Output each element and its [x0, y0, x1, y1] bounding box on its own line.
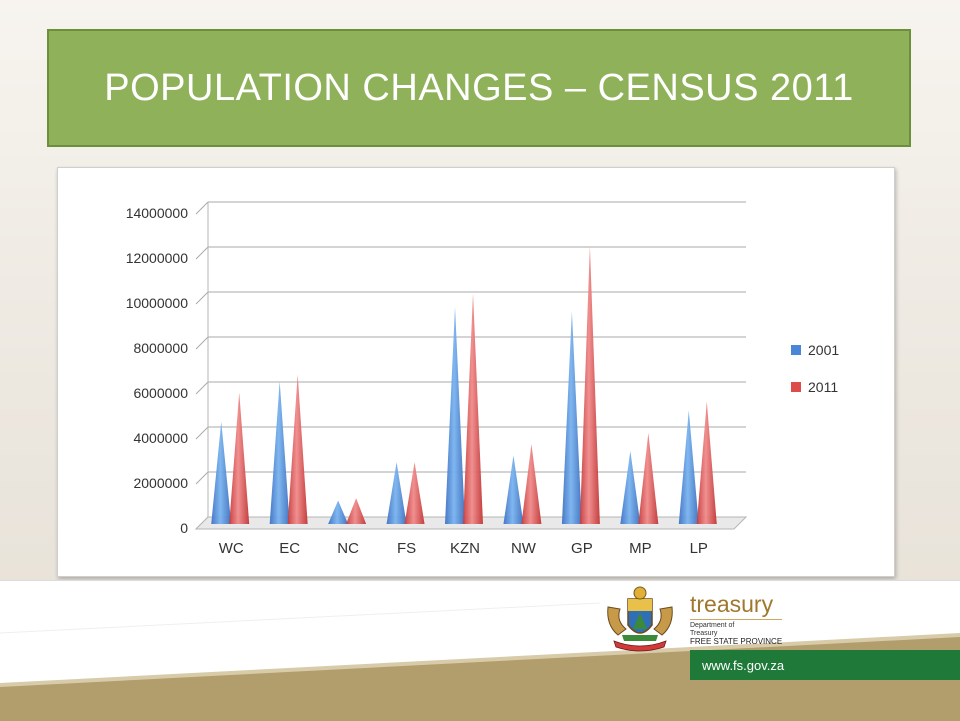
gridline-diag [195, 246, 209, 260]
x-tick-label: WC [219, 540, 244, 557]
dept-line-2: Treasury [690, 630, 718, 637]
bar-2011-NC [346, 498, 367, 524]
slide-title: POPULATION CHANGES – CENSUS 2011 [104, 66, 854, 109]
legend-label-2001: 2001 [808, 342, 839, 358]
legend-swatch-2011 [791, 382, 801, 392]
bar-2001-KZN [445, 307, 465, 524]
x-tick-label: KZN [450, 540, 480, 557]
bar-2011-EC [287, 374, 308, 524]
gridline-diag [195, 381, 209, 395]
population-chart: 0 2000000 4000000 6000000 8000000 10000000 120… [126, 201, 839, 557]
bar-2001-NC [328, 500, 349, 524]
bar-2001-LP [678, 410, 699, 524]
bar-2001-WC [211, 421, 232, 524]
bar-2001-FS [386, 462, 407, 524]
x-tick-label: MP [629, 540, 652, 557]
y-tick-label: 10000000 [126, 295, 189, 311]
gridline-diag [195, 201, 209, 215]
y-tick-label: 6000000 [133, 385, 188, 401]
gridline-diag [195, 291, 209, 305]
dept-line-3: FREE STATE PROVINCE [690, 637, 783, 646]
bar-2001-NW [503, 455, 524, 524]
dept-line-1: Department of [690, 622, 735, 629]
bar-2001-EC [269, 381, 290, 524]
footer: treasury Department of Treasury FREE STA… [0, 580, 960, 721]
coat-of-arms-logo [607, 586, 673, 652]
x-tick-label: NW [511, 540, 537, 557]
y-tick-label: 12000000 [126, 250, 189, 266]
treasury-brand-name: treasury [690, 591, 774, 617]
y-tick-label: 14000000 [126, 205, 189, 221]
legend-swatch-2001 [791, 345, 801, 355]
bar-2001-GP [561, 311, 582, 524]
bar-2011-GP [579, 246, 600, 524]
brand-divider [690, 619, 782, 620]
website-bar: www.fs.gov.za [690, 650, 960, 680]
y-tick-label: 8000000 [133, 340, 188, 356]
bar-2011-FS [404, 462, 425, 524]
chart-frame: 0 2000000 4000000 6000000 8000000 10000000 120… [57, 167, 895, 577]
bar-2011-WC [229, 392, 250, 524]
x-tick-label: GP [571, 540, 593, 557]
bar-2001-MP [620, 451, 641, 524]
gridline-diag [195, 336, 209, 350]
bar-2011-MP [638, 433, 659, 524]
x-tick-label: EC [279, 540, 300, 557]
bar-2011-KZN [463, 293, 483, 524]
y-tick-label: 2000000 [133, 475, 188, 491]
y-tick-label: 4000000 [133, 430, 188, 446]
bar-2011-LP [696, 401, 717, 524]
x-tick-label: NC [337, 540, 359, 557]
slide-title-banner: POPULATION CHANGES – CENSUS 2011 [47, 29, 911, 147]
y-tick-label: 0 [180, 520, 188, 536]
gridline-diag [195, 471, 209, 485]
x-tick-label: FS [397, 540, 416, 557]
x-tick-label: LP [690, 540, 708, 557]
gridline-diag [195, 426, 209, 440]
legend-label-2011: 2011 [808, 379, 838, 395]
website-link[interactable]: www.fs.gov.za [702, 657, 785, 673]
bar-2011-NW [521, 444, 542, 524]
